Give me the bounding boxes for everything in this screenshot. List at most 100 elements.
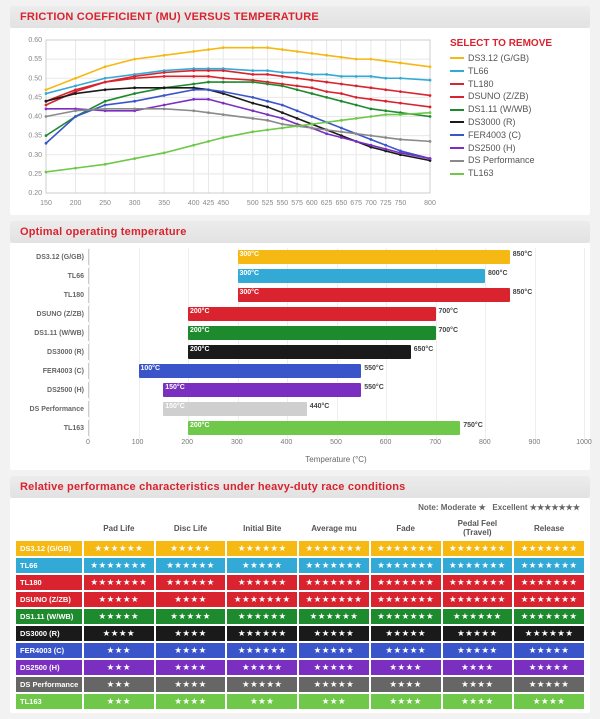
svg-text:0.30: 0.30 <box>28 152 42 159</box>
temp-min-label: 200°C <box>190 346 210 353</box>
legend-item[interactable]: DSUNO (Z/ZB) <box>450 91 578 102</box>
stars-col-header: Fade <box>371 517 441 539</box>
stars-cell: ★★★★★★ <box>227 643 297 658</box>
legend-item[interactable]: DS2500 (H) <box>450 143 578 154</box>
svg-text:0.45: 0.45 <box>28 94 42 101</box>
legend-item[interactable]: TL163 <box>450 168 578 179</box>
legend-item[interactable]: DS3.12 (G/GB) <box>450 53 578 64</box>
svg-text:0.60: 0.60 <box>28 37 42 44</box>
legend-item[interactable]: DS1.11 (W/WB) <box>450 104 578 115</box>
temp-max-label: 750°C <box>463 422 483 429</box>
stars-cell: ★★★★★ <box>443 643 513 658</box>
temp-row: TL66300°C800°C <box>16 268 584 284</box>
legend-label: FER4003 (C) <box>468 130 521 141</box>
stars-table: Pad LifeDisc LifeInitial BiteAverage muF… <box>14 515 586 711</box>
temp-row-label: DS2500 (H) <box>16 387 88 394</box>
stars-cell: ★★★★★★ <box>227 609 297 624</box>
temp-track: 150°C550°C <box>88 382 584 398</box>
stars-row-label: TL163 <box>16 694 82 709</box>
temp-row-label: TL163 <box>16 425 88 432</box>
temp-axis: 01002003004005006007008009001000 <box>88 439 584 453</box>
stars-legend-note: Note: Moderate ★ Excellent ★★★★★★★ <box>14 500 586 515</box>
svg-text:750: 750 <box>395 200 407 207</box>
temp-min-label: 300°C <box>240 270 260 277</box>
stars-row-label: DSUNO (Z/ZB) <box>16 592 82 607</box>
temp-axis-label: Temperature (°C) <box>88 455 584 464</box>
legend-item[interactable]: DS Performance <box>450 155 578 166</box>
stars-cell: ★★★★★ <box>514 643 584 658</box>
stars-cell: ★★★★★★ <box>156 558 226 573</box>
stars-cell: ★★★★★★ <box>156 575 226 590</box>
svg-text:500: 500 <box>247 200 259 207</box>
temp-row-label: DS3000 (R) <box>16 349 88 356</box>
temp-row-label: DSUNO (Z/ZB) <box>16 311 88 318</box>
stars-cell: ★★★★★★★ <box>371 558 441 573</box>
svg-text:0.35: 0.35 <box>28 133 42 140</box>
stars-cell: ★★★★ <box>443 677 513 692</box>
stars-row: DSUNO (Z/ZB)★★★★★★★★★★★★★★★★★★★★★★★★★★★★… <box>16 592 584 607</box>
stars-cell: ★★★★★ <box>227 660 297 675</box>
legend-swatch <box>450 121 464 123</box>
temp-row: DS3000 (R) 200°C 650°C <box>16 344 584 360</box>
svg-text:675: 675 <box>350 200 362 207</box>
temp-min-label: 200°C <box>190 308 210 315</box>
panel-title: FRICTION COEFFICIENT (MU) VERSUS TEMPERA… <box>10 6 590 28</box>
temp-bar <box>238 288 510 302</box>
stars-row-label: TL66 <box>16 558 82 573</box>
stars-cell: ★★★★★ <box>299 643 369 658</box>
temp-track: 300°C800°C <box>88 268 584 284</box>
stars-cell: ★★★★ <box>443 694 513 709</box>
temp-track: 200°C 650°C <box>88 344 584 360</box>
svg-text:300: 300 <box>129 200 141 207</box>
stars-cell: ★★★ <box>84 677 154 692</box>
stars-row-label: TL180 <box>16 575 82 590</box>
temp-bar <box>188 345 411 359</box>
svg-text:800: 800 <box>424 200 436 207</box>
legend-item[interactable]: TL180 <box>450 79 578 90</box>
stars-row: TL66★★★★★★★★★★★★★★★★★★★★★★★★★★★★★★★★★★★★… <box>16 558 584 573</box>
legend-swatch <box>450 134 464 136</box>
svg-text:725: 725 <box>380 200 392 207</box>
temp-track: 100°C550°C <box>88 363 584 379</box>
stars-cell: ★★★★ <box>514 694 584 709</box>
stars-cell: ★★★ <box>299 694 369 709</box>
legend-label: DS2500 (H) <box>468 143 516 154</box>
stars-cell: ★★★★★★★ <box>371 592 441 607</box>
stars-cell: ★★★★★★★ <box>371 609 441 624</box>
legend-swatch <box>450 57 464 59</box>
legend-item[interactable]: DS3000 (R) <box>450 117 578 128</box>
stars-cell: ★★★★★★★ <box>227 592 297 607</box>
temp-row: TL180300°C850°C <box>16 287 584 303</box>
temp-bar <box>139 364 362 378</box>
stars-row: DS2500 (H)★★★★★★★★★★★★★★★★★★★★★★★★★★★★★★ <box>16 660 584 675</box>
panel-title: Optimal operating temperature <box>10 221 590 243</box>
temp-row: DSUNO (Z/ZB)200°C700°C <box>16 306 584 322</box>
legend-title: SELECT TO REMOVE <box>450 38 578 49</box>
temp-track: 200°C750°C <box>88 420 584 436</box>
temp-max-label: 650°C <box>414 346 434 353</box>
stars-cell: ★★★★★★★ <box>443 575 513 590</box>
temp-bar-chart: DS3.12 (G/GB)300°C850°CTL66300°C800°CTL1… <box>16 249 584 464</box>
temp-track: 150°C440°C <box>88 401 584 417</box>
legend-swatch <box>450 160 464 162</box>
temp-max-label: 550°C <box>364 384 384 391</box>
legend-label: DSUNO (Z/ZB) <box>468 91 529 102</box>
stars-cell: ★★★★★ <box>84 592 154 607</box>
temp-row-label: DS1.11 (W/WB) <box>16 330 88 337</box>
svg-text:0.55: 0.55 <box>28 56 42 63</box>
legend-item[interactable]: FER4003 (C) <box>450 130 578 141</box>
panel-title: Relative performance characteristics und… <box>10 476 590 498</box>
temp-min-label: 200°C <box>190 327 210 334</box>
temp-row-label: DS3.12 (G/GB) <box>16 254 88 261</box>
temp-bar <box>188 326 436 340</box>
legend-item[interactable]: TL66 <box>450 66 578 77</box>
temp-row: DS3.12 (G/GB)300°C850°C <box>16 249 584 265</box>
stars-row-label: DS Performance <box>16 677 82 692</box>
stars-cell: ★★★★ <box>371 677 441 692</box>
temp-max-label: 850°C <box>513 289 533 296</box>
svg-text:150: 150 <box>40 200 52 207</box>
temp-max-label: 440°C <box>310 403 330 410</box>
stars-col-header: Initial Bite <box>227 517 297 539</box>
temp-row-label: TL66 <box>16 273 88 280</box>
stars-cell: ★★★★ <box>371 660 441 675</box>
